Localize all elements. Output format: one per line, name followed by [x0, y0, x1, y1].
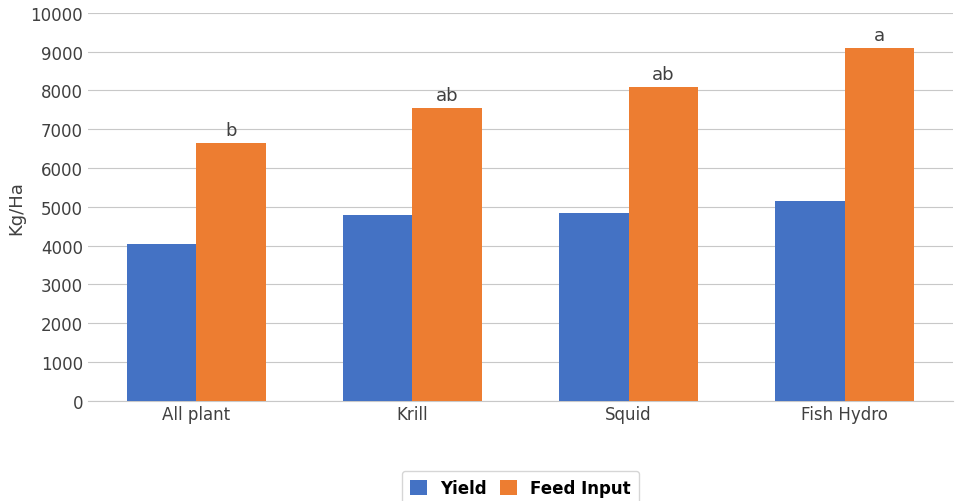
Bar [629, 88, 698, 401]
Bar [776, 201, 845, 401]
Text: ab: ab [652, 66, 675, 84]
Legend: Yield, Feed Input: Yield, Feed Input [402, 471, 639, 501]
Bar [845, 49, 914, 401]
Bar [197, 143, 266, 401]
Bar [344, 215, 413, 401]
Text: a: a [874, 27, 885, 45]
Text: ab: ab [436, 87, 458, 105]
Bar [560, 213, 629, 401]
Bar [128, 244, 197, 401]
Y-axis label: Kg/Ha: Kg/Ha [7, 180, 25, 234]
Text: b: b [226, 122, 237, 140]
Bar [413, 109, 482, 401]
